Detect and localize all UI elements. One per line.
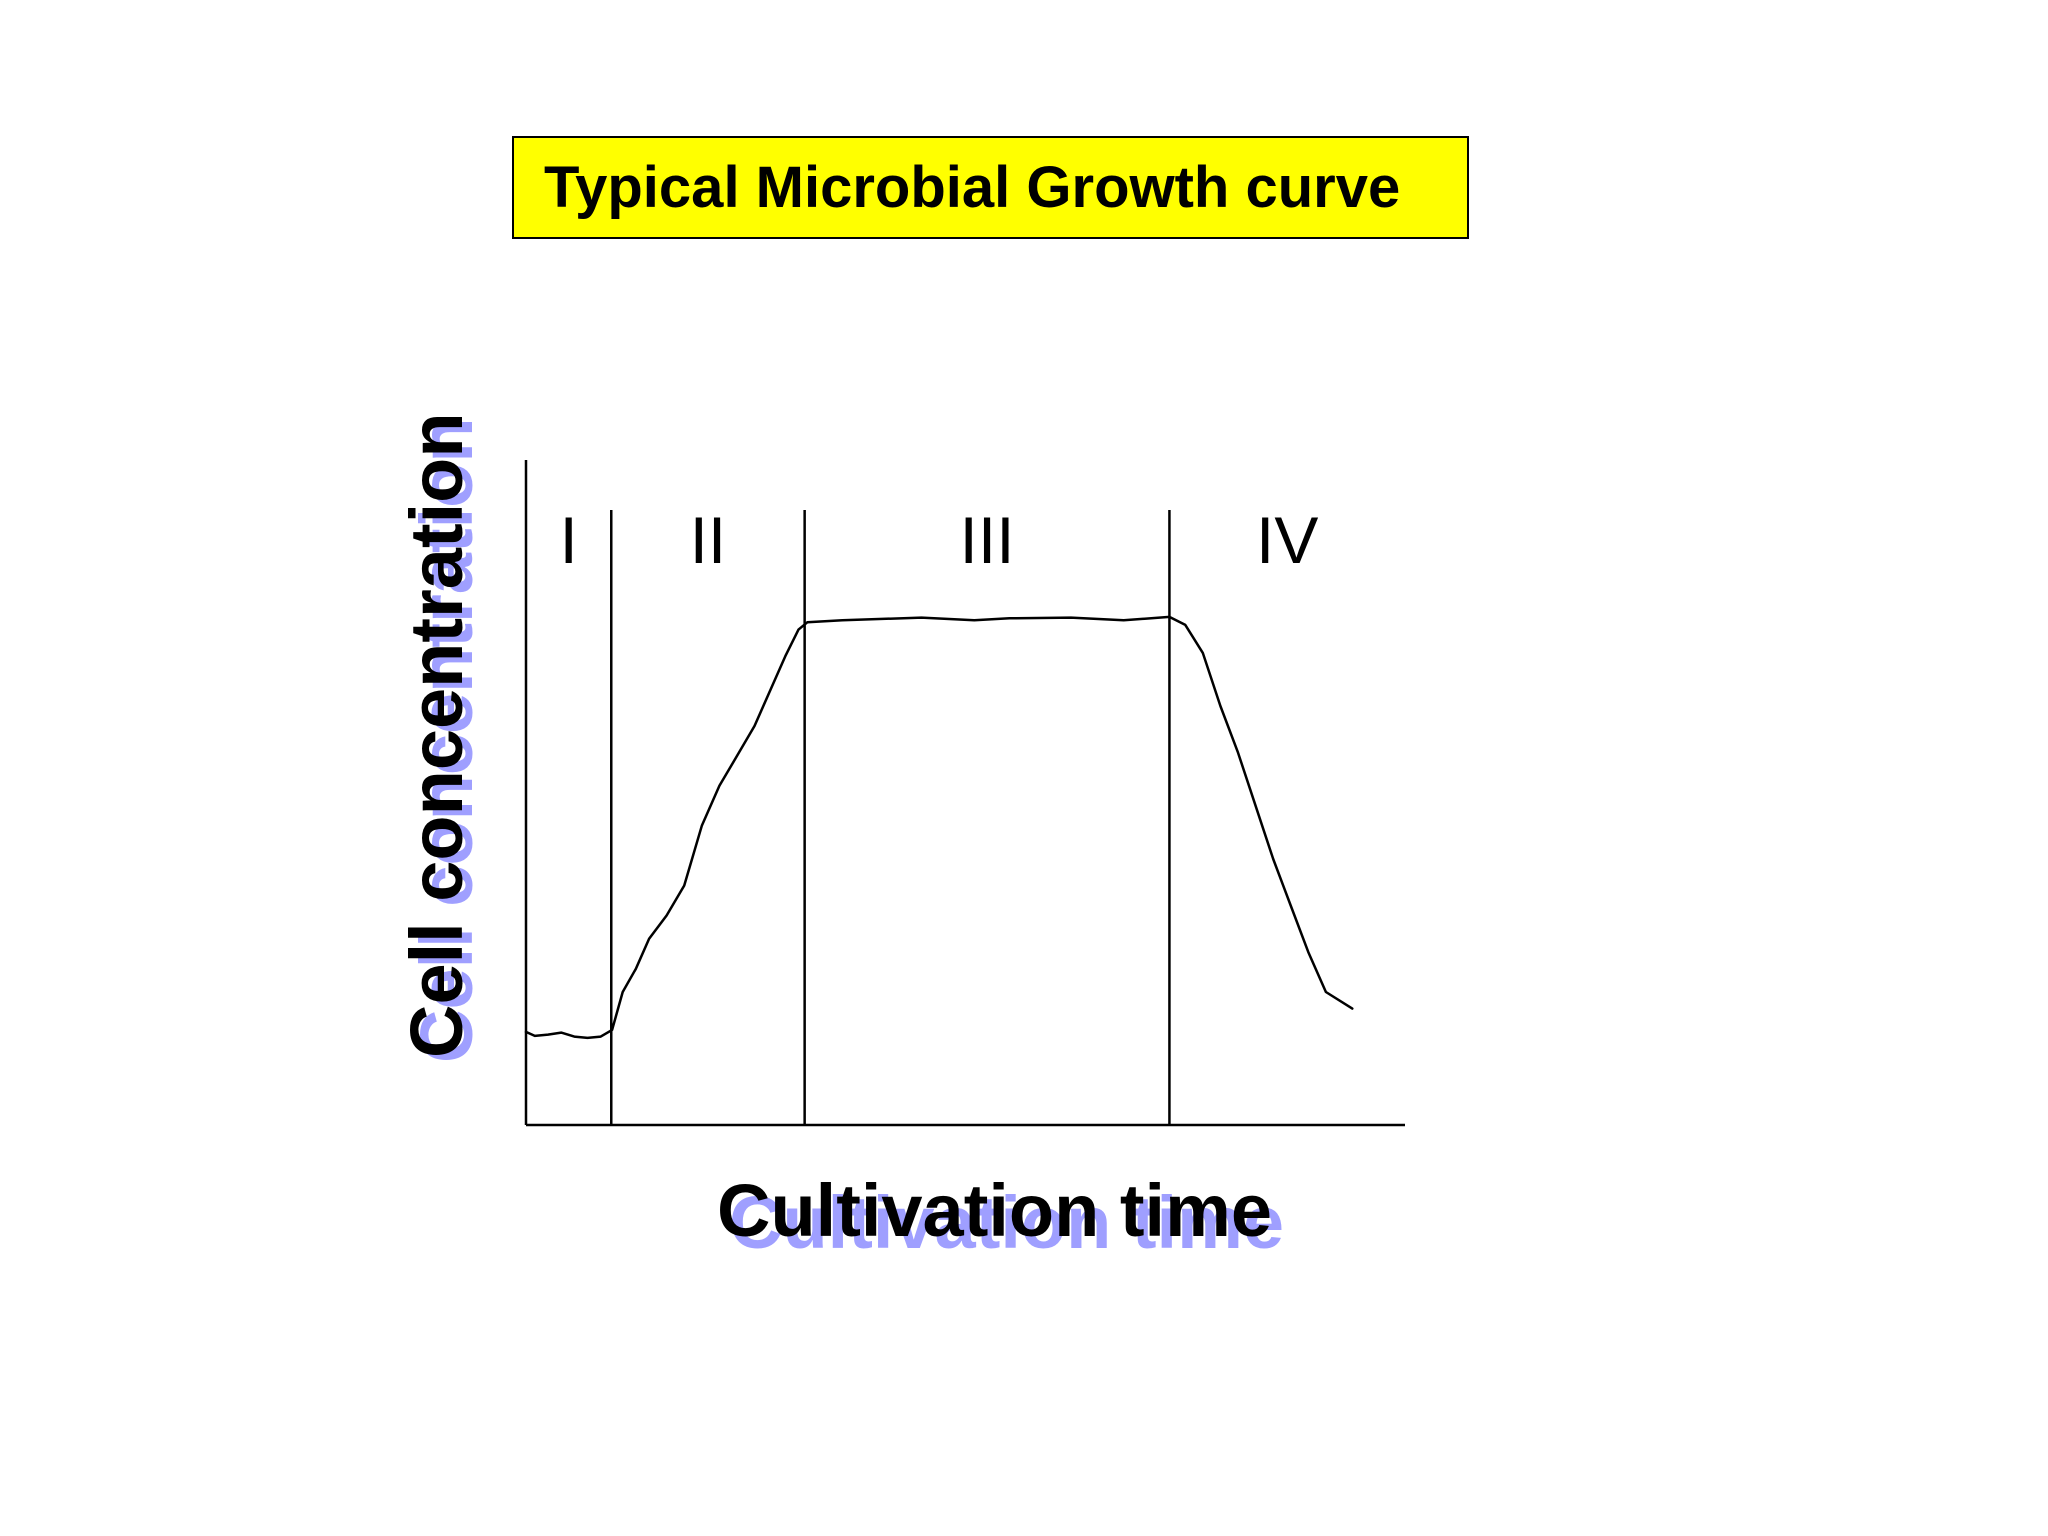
axes bbox=[524, 460, 1405, 1127]
phase-dividers bbox=[610, 510, 1171, 1125]
y-axis-title-shadow: Cell concentration bbox=[405, 417, 488, 1063]
phase-label: IV bbox=[1256, 503, 1318, 577]
x-axis-title: Cultivation time bbox=[717, 1169, 1272, 1252]
growth-curve-line bbox=[524, 615, 1354, 1040]
phase-labels: I II III IV bbox=[559, 503, 1318, 577]
y-axis-title: Cell concentration bbox=[395, 412, 478, 1058]
phase-label: I bbox=[559, 503, 577, 577]
x-axis-title-shadow: Cultivation time bbox=[729, 1181, 1284, 1264]
y-axis-title-group: Cell concentration Cell concentration bbox=[395, 412, 488, 1063]
phase-label: II bbox=[690, 503, 727, 577]
x-axis-title-group: Cultivation time Cultivation time bbox=[717, 1169, 1284, 1264]
chart-title: Typical Microbial Growth curve bbox=[512, 136, 1469, 239]
phase-label: III bbox=[960, 503, 1015, 577]
